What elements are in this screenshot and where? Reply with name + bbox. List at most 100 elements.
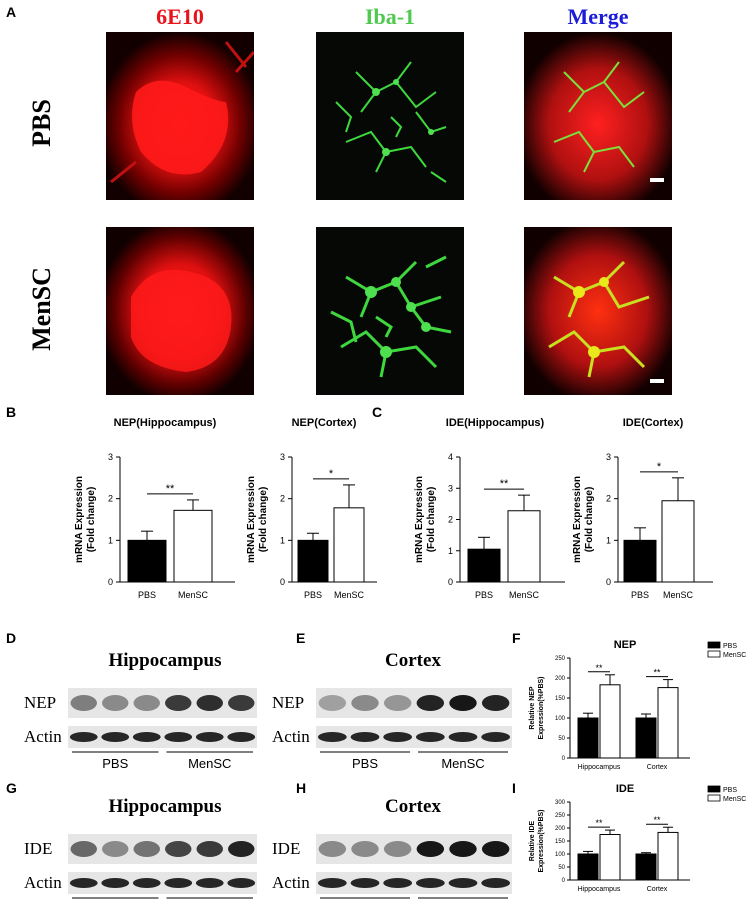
blot-band-control — [350, 732, 380, 742]
bar-pbs — [467, 548, 501, 583]
blot-svg: Cortex IDE Actin PBS MenSC — [272, 796, 512, 909]
bar-pbs-cortex — [635, 717, 657, 759]
blot-svg: Hippocampus NEP Actin PBS MenSC — [24, 650, 257, 771]
micrograph-pbs-6e10 — [106, 32, 254, 200]
micrograph-mensc-iba1 — [316, 227, 464, 395]
blot-band-target — [416, 695, 445, 711]
group-label-pbs: PBS — [102, 902, 128, 904]
y-tick-label: 150 — [555, 696, 566, 702]
legend-swatch-pbs — [707, 641, 721, 649]
y-tick-label: 1 — [280, 535, 285, 545]
blot-band-control — [69, 878, 98, 888]
blot-strip-target — [316, 688, 512, 718]
blot-band-target — [102, 695, 129, 711]
blot-band-target — [102, 841, 129, 857]
blot-band-target — [481, 841, 510, 857]
blot-band-control — [481, 878, 511, 888]
y-tick-label: 2 — [280, 494, 285, 504]
chart-ide-cortex: IDE(Cortex) mRNA Expression(Fold change) 0… — [572, 412, 718, 612]
blot-title: Cortex — [385, 650, 441, 671]
blot-band-control — [383, 878, 413, 888]
blot-strip-target — [68, 688, 257, 718]
panel-label-f: F — [512, 630, 521, 646]
blot-title: Cortex — [385, 796, 441, 817]
x-tick-label: Hippocampus — [578, 886, 621, 893]
blot-band-control — [383, 732, 413, 742]
legend-label-pbs: PBS — [723, 787, 737, 794]
blot-band-target — [416, 841, 445, 857]
y-tick-label: 1 — [448, 546, 453, 556]
blot-band-control — [317, 878, 347, 888]
group-label-pbs: PBS — [352, 756, 378, 770]
chart-title: IDE(Cortex) — [623, 417, 684, 429]
western-blot-ide-hippocampus: Hippocampus IDE Actin PBS MenSC — [20, 786, 265, 909]
blot-band-target — [449, 695, 477, 711]
micrograph-mensc-merge — [524, 227, 672, 395]
legend-label-mensc: MenSC — [723, 652, 746, 659]
significance-mark: ** — [166, 483, 175, 495]
blot-band-target — [196, 695, 223, 711]
legend-label-mensc: MenSC — [723, 796, 746, 803]
blot-svg: Hippocampus IDE Actin PBS MenSC — [24, 796, 257, 909]
blot-band-control — [317, 732, 347, 742]
blot-strip-control — [68, 726, 257, 748]
chart-title: NEP(Cortex) — [292, 417, 357, 429]
y-tick-label: 3 — [108, 452, 113, 462]
chart-nep-cortex: NEP(Cortex) mRNA Expression(Fold change) 0… — [246, 412, 382, 612]
micrograph-mensc-6e10 — [106, 227, 254, 395]
micrograph-pbs-iba1 — [316, 32, 464, 200]
significance-mark: ** — [653, 668, 661, 678]
y-tick-label: 1 — [108, 535, 113, 545]
y-tick-label: 100 — [555, 852, 566, 858]
y-tick-label: 50 — [558, 865, 565, 871]
x-tick-label: Cortex — [647, 764, 668, 771]
blot-band-target — [165, 841, 192, 857]
blot-title: Hippocampus — [109, 650, 222, 671]
y-tick-label: 2 — [606, 494, 611, 504]
blot-band-control — [448, 878, 478, 888]
chart-ide-hippocampus: IDE(Hippocampus) mRNA Expression(Fold cha… — [414, 412, 570, 612]
blot-band-control — [101, 732, 130, 742]
y-axis-label: Relative NEP Expression(%PBS) — [529, 676, 545, 739]
blot-control-label: Actin — [272, 727, 310, 746]
chart-svg: NEP(Cortex) mRNA Expression(Fold change) 0… — [246, 417, 377, 600]
y-tick-label: 0 — [606, 577, 611, 587]
bar-mensc — [661, 500, 695, 583]
blot-band-target — [133, 695, 160, 711]
panel-label-i: I — [512, 780, 516, 796]
blot-band-target — [449, 841, 477, 857]
chart-svg: NEP(Hippocampus) mRNA Expression(Fold cha… — [74, 417, 235, 600]
significance-mark: ** — [595, 663, 603, 673]
legend-label-pbs: PBS — [723, 643, 737, 650]
panel-label-b: B — [6, 404, 17, 420]
blot-band-target — [165, 695, 192, 711]
y-tick-label: 150 — [555, 839, 566, 845]
blot-band-target — [383, 841, 412, 857]
group-label-mensc: MenSC — [188, 756, 231, 770]
legend-swatch-mensc — [707, 650, 721, 658]
group-label-mensc: MenSC — [441, 902, 484, 904]
blot-band-target — [318, 695, 347, 711]
legend-swatch-mensc — [707, 794, 721, 802]
chart-svg: IDE(Cortex) mRNA Expression(Fold change) 0… — [572, 417, 713, 600]
bar-pbs — [127, 539, 167, 583]
panel-label-d: D — [6, 630, 17, 646]
bar-mensc — [507, 510, 541, 583]
blot-band-control — [69, 732, 98, 742]
blot-band-target — [383, 695, 412, 711]
blot-strip-control — [316, 726, 512, 748]
y-tick-label: 250 — [555, 813, 566, 819]
blot-band-target — [228, 695, 255, 711]
y-tick-label: 300 — [555, 800, 566, 806]
blot-band-target — [351, 841, 379, 857]
blot-band-control — [132, 878, 161, 888]
blot-band-target — [196, 841, 223, 857]
row-header-pbs: PBS — [27, 99, 56, 147]
significance-mark: ** — [595, 818, 603, 828]
bar-mensc-hippocampus — [599, 834, 621, 881]
y-axis-label: mRNA Expression(Fold change) — [572, 476, 595, 563]
chart-title: NEP(Hippocampus) — [114, 417, 217, 429]
y-tick-label: 50 — [558, 736, 565, 742]
blot-band-control — [195, 732, 224, 742]
bar-mensc-cortex — [657, 687, 679, 759]
